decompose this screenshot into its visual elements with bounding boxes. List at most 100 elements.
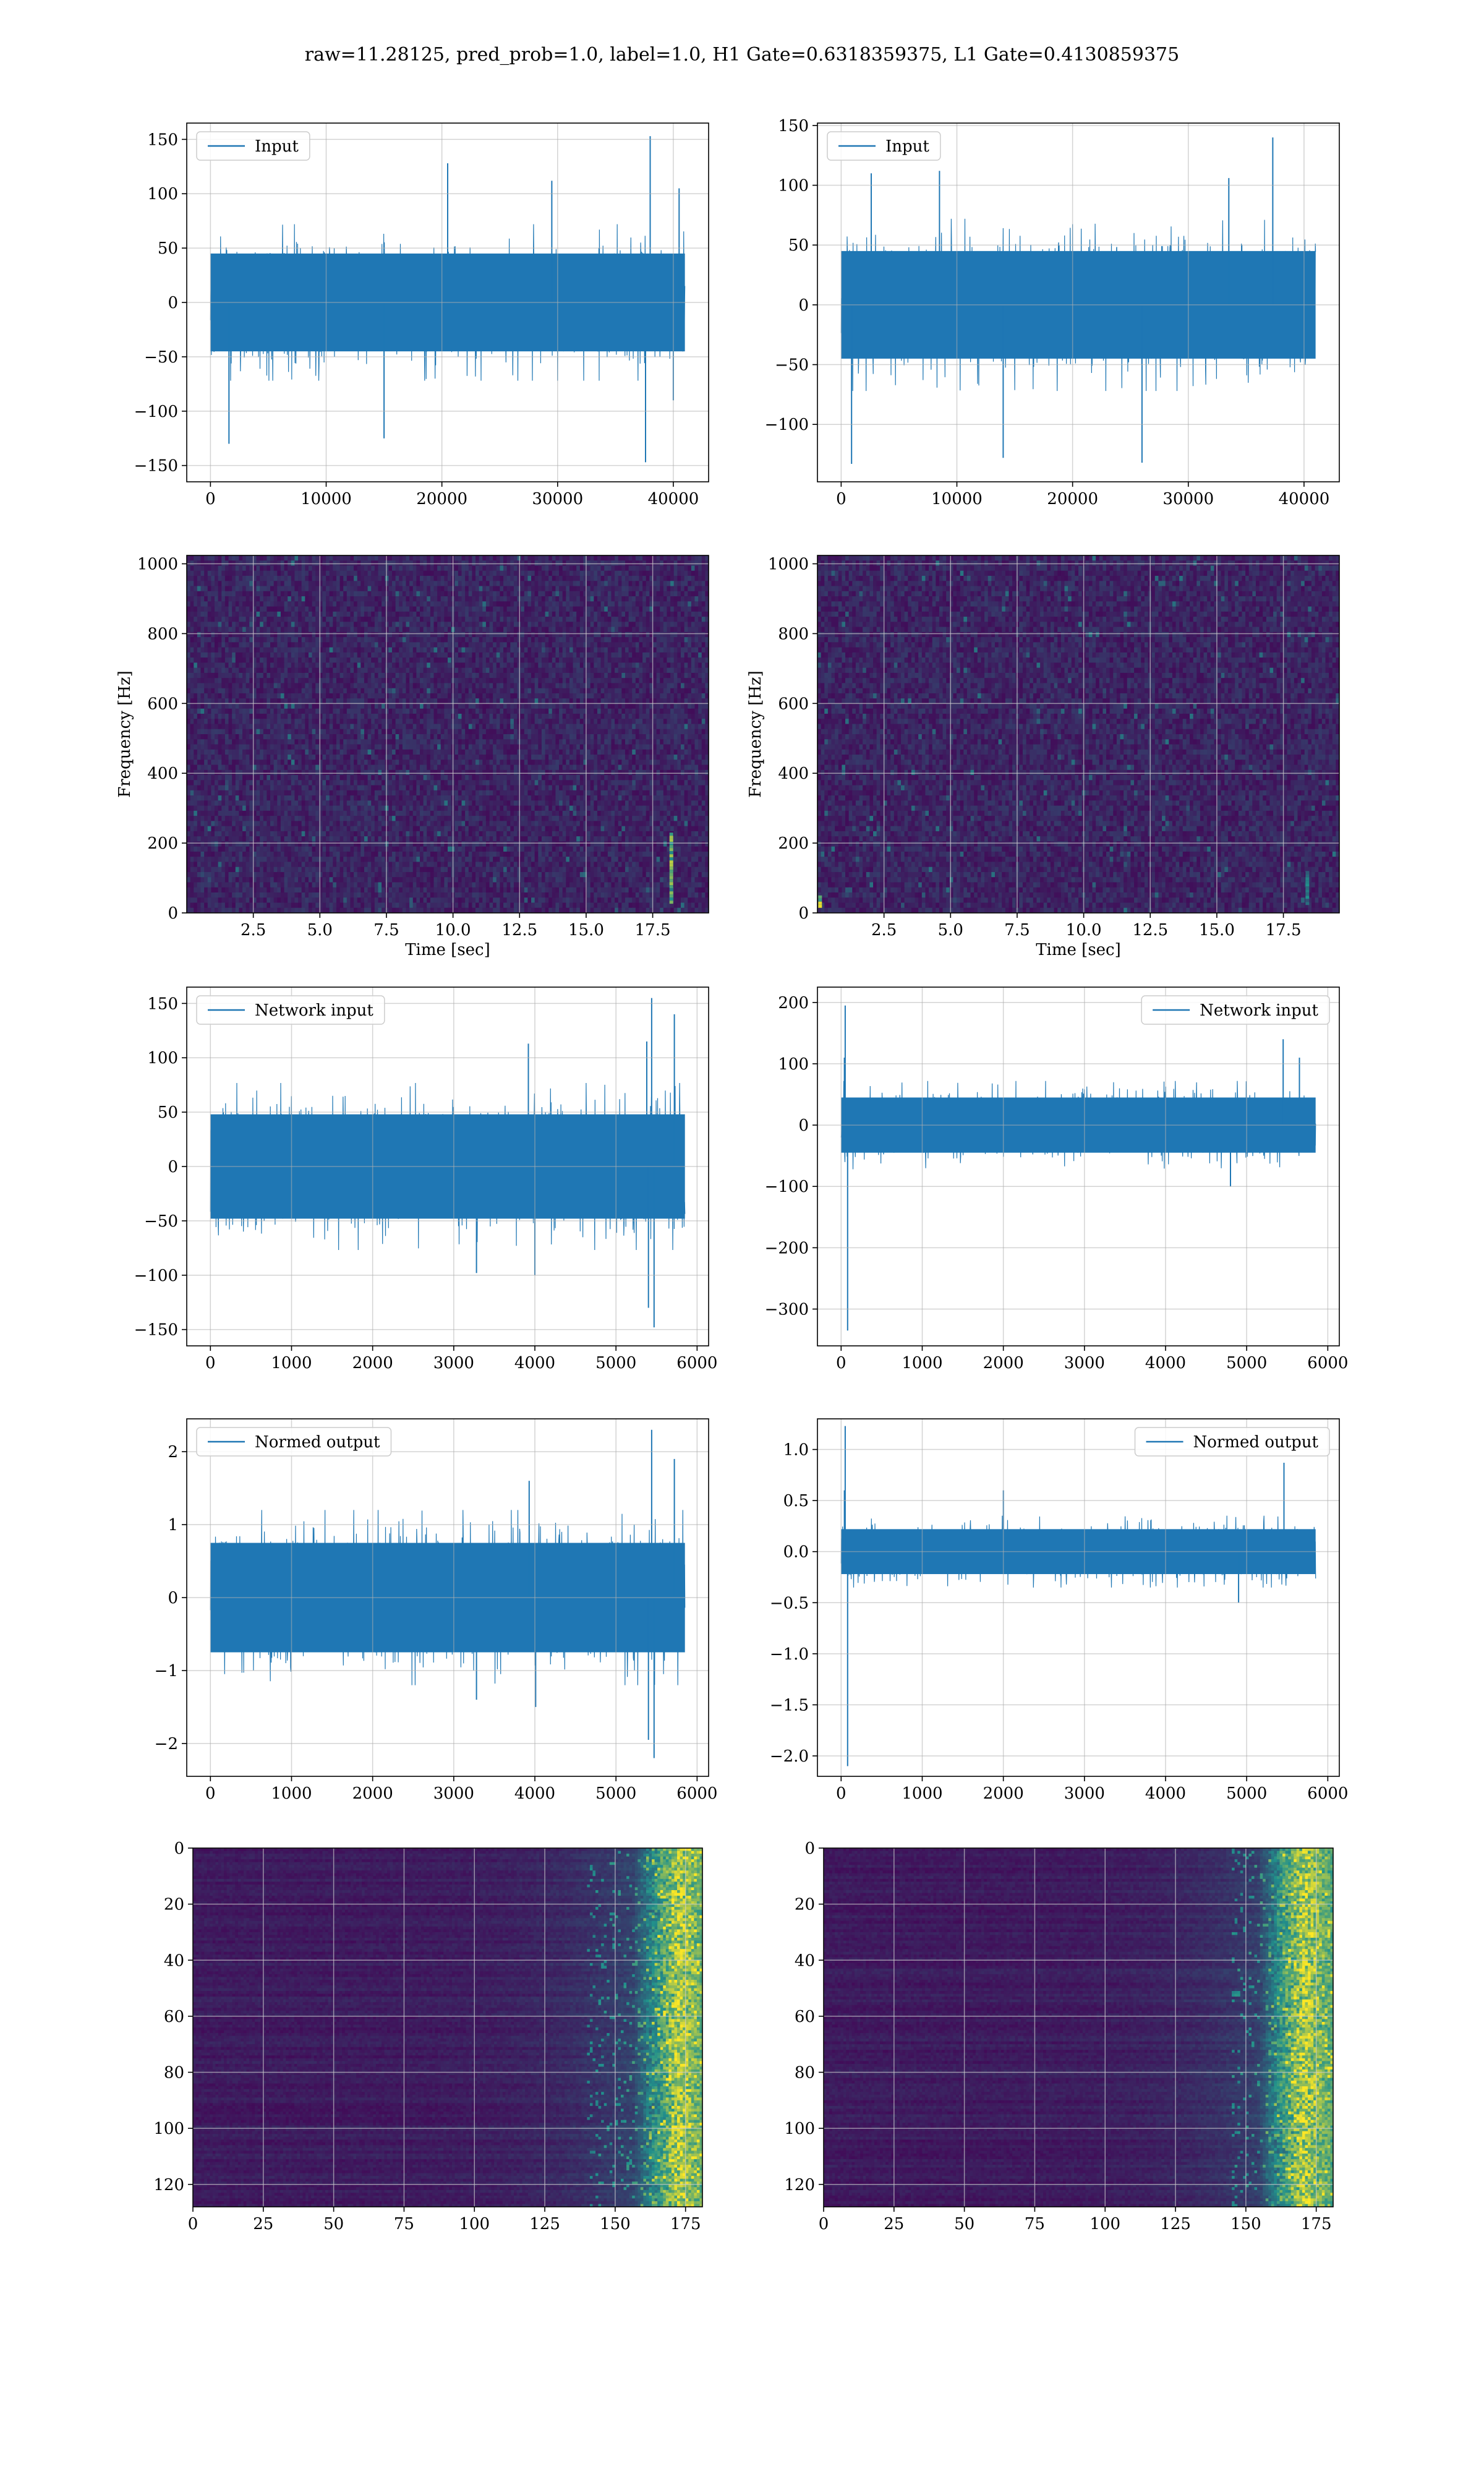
h1-input-ytick-label: 150: [147, 131, 178, 149]
h1-input-ytick-label: −150: [134, 457, 178, 476]
l1-spectrogram-ytick-label: 200: [778, 834, 809, 853]
h1-spectrogram-feature-segment: [670, 891, 673, 894]
h1-features-ytick-label: 60: [164, 2008, 184, 2026]
h1-network-input-ytick-label: 100: [147, 1049, 178, 1068]
h1-normed-output-xtick-label: 6000: [676, 1784, 717, 1803]
l1-features-ytick-label: 80: [795, 2064, 815, 2082]
h1-normed-output-ytick-label: −1: [155, 1662, 178, 1680]
figure-title: raw=11.28125, pred_prob=1.0, label=1.0, …: [305, 44, 1179, 66]
h1-network-input-ytick-label: −150: [134, 1321, 178, 1340]
l1-spectrogram-ytick-label: 800: [778, 625, 809, 643]
h1-spectrogram-feature-segment: [670, 836, 673, 839]
h1-spectrogram-feature-segment: [670, 848, 673, 851]
l1-features-ytick-label: 120: [784, 2176, 815, 2194]
h1-input-ytick-label: 50: [158, 239, 178, 258]
h1-spectrogram-feature-segment: [670, 894, 673, 897]
l1-spectrogram-xtick-label: 7.5: [1004, 921, 1030, 940]
l1-input-ytick-label: 0: [798, 296, 809, 315]
h1-network-input-ytick-label: −50: [144, 1212, 178, 1231]
h1-spectrogram-feature-segment: [670, 857, 673, 860]
h1-normed-output-ytick-label: 0: [168, 1589, 178, 1607]
h1-normed-output-legend-label: Normed output: [255, 1433, 380, 1452]
l1-input-xtick-label: 10000: [931, 490, 983, 508]
h1-features-xtick-label: 175: [670, 2215, 701, 2233]
h1-spectrogram-feature-segment: [670, 851, 673, 854]
l1-features-xtick-label: 150: [1230, 2215, 1261, 2233]
l1-features-xtick-label: 125: [1160, 2215, 1191, 2233]
h1-network-input-xtick-label: 0: [205, 1354, 216, 1372]
h1-features-ytick-label: 20: [164, 1896, 184, 1914]
h1-spectrogram-xtick-label: 17.5: [635, 921, 671, 940]
l1-spectrogram-feature-segment: [1305, 880, 1309, 883]
h1-network-input-ytick-label: 50: [158, 1103, 178, 1122]
h1-network-input-ytick-label: −100: [134, 1267, 178, 1285]
l1-features-heatmap: [824, 1848, 1334, 2207]
l1-normed-output-ytick-label: 0.0: [783, 1543, 809, 1562]
l1-network-input-ytick-label: 200: [778, 994, 809, 1012]
h1-features-ytick-label: 80: [164, 2064, 184, 2082]
h1-input-legend: Input: [197, 132, 310, 160]
l1-normed-output-ytick-label: −1.0: [770, 1645, 809, 1664]
l1-normed-output-xtick-label: 0: [836, 1784, 846, 1803]
h1-normed-output-ytick-label: 2: [168, 1443, 178, 1462]
l1-input-xtick-label: 30000: [1162, 490, 1214, 508]
h1-spectrogram-xtick-label: 2.5: [241, 921, 266, 940]
l1-features-xtick-label: 25: [884, 2215, 904, 2233]
h1-input-xtick-label: 40000: [648, 490, 699, 508]
l1-normed-output-chart: 0 1000 2000 3000 4000 5000 6000−2.0−1.5−1.0−0.…: [770, 1419, 1349, 1803]
h1-input-xtick-label: 0: [205, 490, 216, 508]
l1-normed-output-xtick-label: 1000: [902, 1784, 942, 1803]
h1-spectrogram-feature-segment: [670, 901, 673, 904]
l1-spectrogram-xtick-label: 15.0: [1199, 921, 1235, 940]
h1-features-ytick-label: 100: [153, 2120, 184, 2138]
l1-spectrogram-ytick-label: 400: [778, 764, 809, 783]
h1-network-input-xtick-label: 3000: [433, 1354, 474, 1372]
l1-network-input-legend: Network input: [1141, 996, 1329, 1024]
h1-features-xtick-label: 150: [600, 2215, 631, 2233]
h1-spectrogram-ylabel: Frequency [Hz]: [116, 670, 134, 798]
l1-normed-output-xtick-label: 6000: [1307, 1784, 1348, 1803]
h1-input-legend-label: Input: [255, 137, 299, 156]
l1-spectrogram-ytick-label: 600: [778, 695, 809, 713]
h1-spectrogram-ytick-label: 800: [147, 625, 178, 643]
h1-input-ytick-label: −100: [134, 403, 178, 421]
h1-spectrogram-feature-segment: [670, 873, 673, 876]
l1-input-chart: 0 10000 20000 30000 40000−100−50050100150Inp…: [765, 117, 1339, 508]
l1-features-xtick-label: 100: [1090, 2215, 1120, 2233]
h1-spectrogram-xlabel: Time [sec]: [405, 941, 490, 959]
h1-features-xtick-label: 0: [188, 2215, 198, 2233]
h1-normed-output-ytick-label: −2: [155, 1735, 178, 1753]
h1-input-xtick-label: 30000: [532, 490, 583, 508]
l1-input-xtick-label: 40000: [1279, 490, 1330, 508]
l1-spectrogram-xtick-label: 5.0: [938, 921, 963, 940]
l1-spectrogram-feature-segment: [1305, 877, 1309, 880]
l1-normed-output-ytick-label: −2.0: [770, 1747, 809, 1766]
h1-spectrogram-feature-segment: [670, 885, 673, 888]
h1-spectrogram-feature-segment: [670, 888, 673, 891]
h1-spectrogram-feature-segment: [670, 860, 673, 863]
l1-spectrogram-xtick-label: 10.0: [1066, 921, 1102, 940]
h1-input-ytick-label: 0: [168, 294, 178, 312]
l1-spectrogram-feature-segment: [1305, 902, 1309, 905]
l1-network-input-grid: [817, 987, 1339, 1346]
l1-spectrogram-xtick-label: 12.5: [1132, 921, 1168, 940]
l1-normed-output-grid: [817, 1419, 1339, 1776]
h1-spectrogram-ytick-label: 0: [168, 904, 178, 923]
h1-normed-output-xtick-label: 5000: [595, 1784, 636, 1803]
h1-spectrogram-feature-segment: [670, 854, 673, 857]
h1-network-input-xtick-label: 5000: [595, 1354, 636, 1372]
l1-input-ytick-label: 50: [788, 236, 809, 255]
h1-normed-output-xtick-label: 4000: [514, 1784, 555, 1803]
h1-features-xtick-label: 100: [459, 2215, 490, 2233]
h1-spectrogram-ytick-label: 1000: [137, 555, 178, 574]
h1-spectrogram-chart: 2.5 5.0 7.5 10.0 12.5 15.0 17.5020040060080010…: [116, 555, 709, 959]
l1-network-input-axes-frame: [817, 987, 1339, 1346]
h1-network-input-xtick-label: 2000: [352, 1354, 393, 1372]
h1-spectrogram-feature-segment: [670, 863, 673, 867]
l1-spectrogram-feature-segment: [1305, 889, 1309, 892]
l1-normed-output-ytick-label: −0.5: [770, 1594, 809, 1612]
l1-input-ytick-label: 150: [778, 117, 809, 135]
l1-network-input-ytick-label: −300: [765, 1301, 809, 1319]
h1-spectrogram-feature-segment: [670, 876, 673, 879]
